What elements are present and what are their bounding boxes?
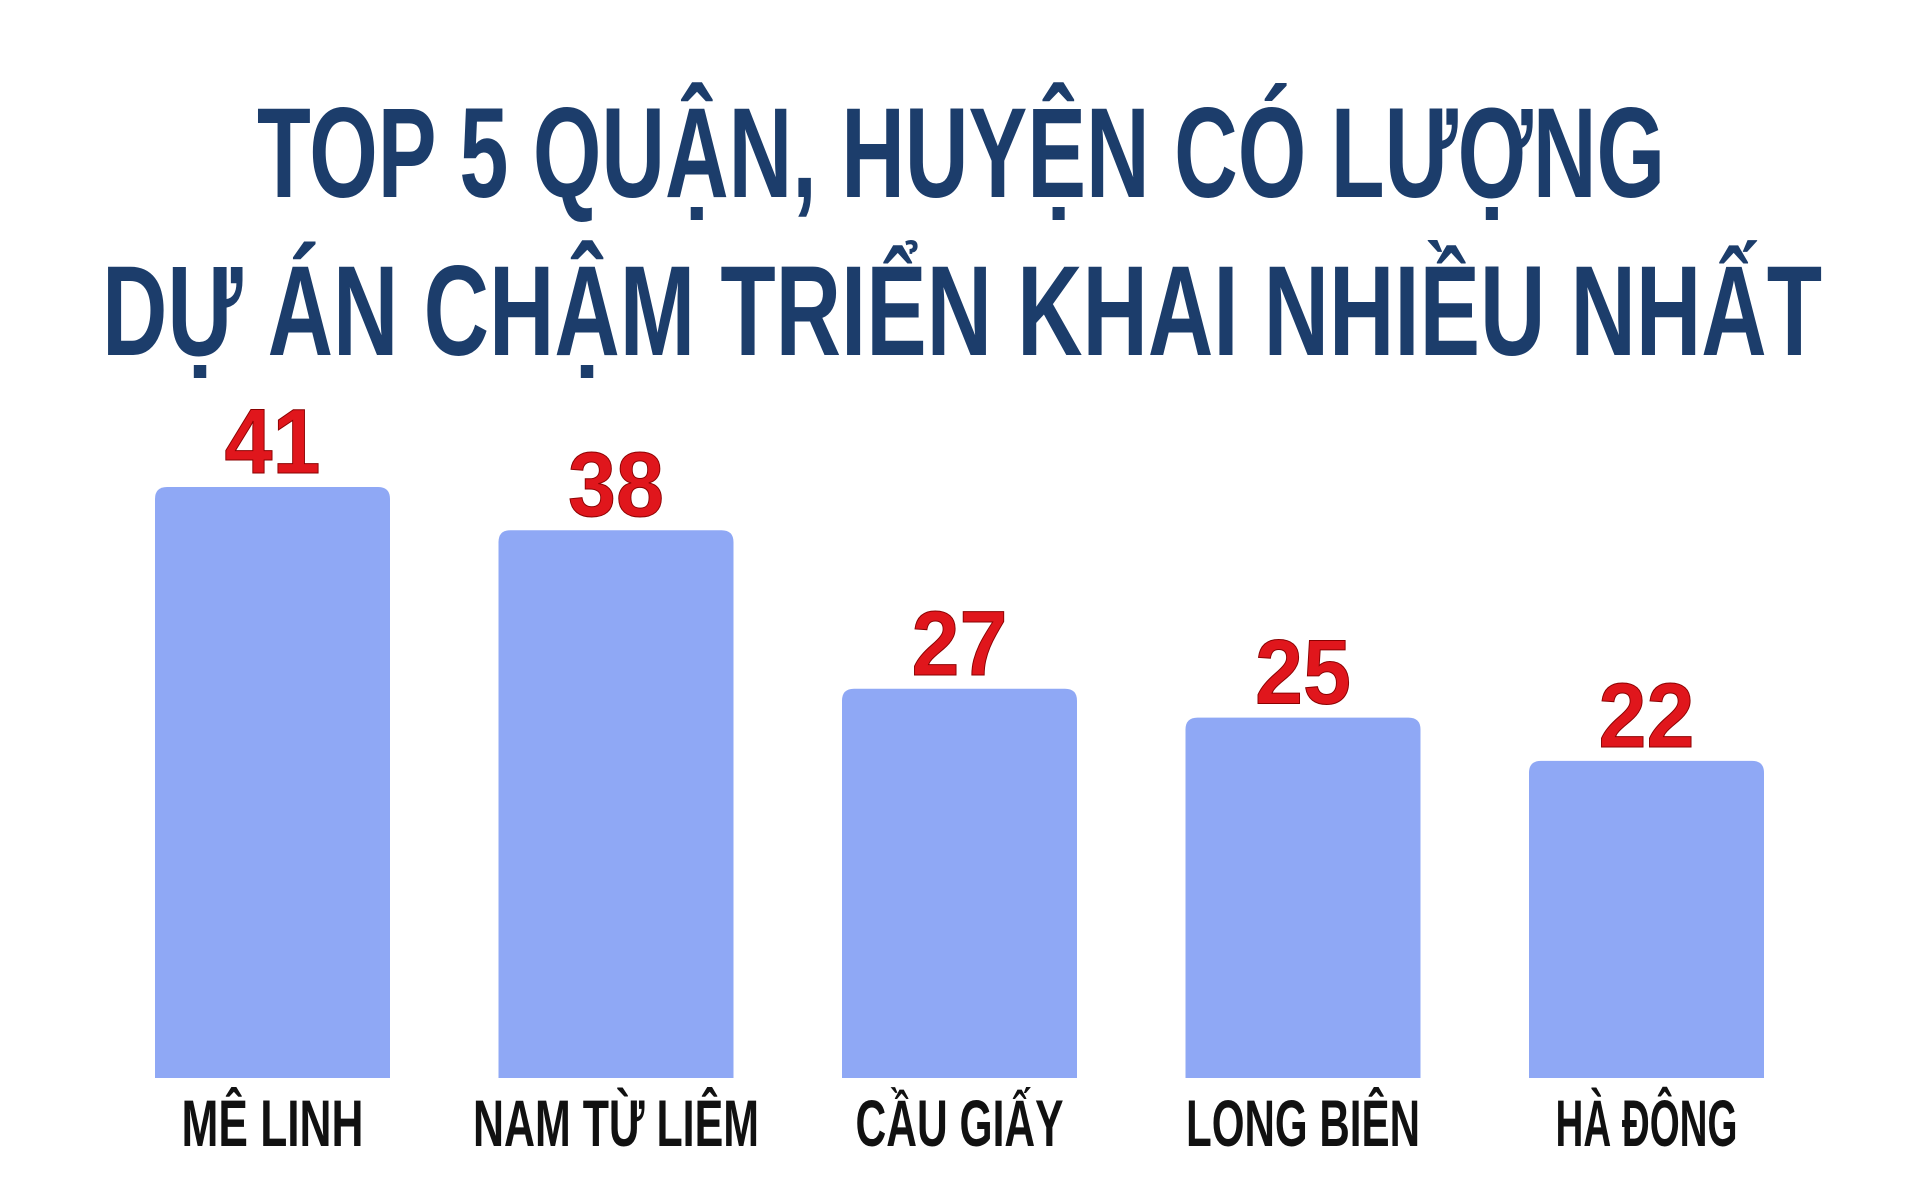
bar — [155, 487, 390, 1078]
x-tick-label: CẦU GIẤY — [856, 1086, 1064, 1160]
chart-title: DỰ ÁN CHẬM TRIỂN KHAI NHIỀU NHẤT — [102, 239, 1822, 383]
bar — [498, 530, 734, 1078]
chart-title: TOP 5 QUẬN, HUYỆN CÓ LƯỢNG — [257, 82, 1665, 225]
x-tick-label: HÀ ĐÔNG — [1556, 1086, 1738, 1160]
bar — [842, 688, 1077, 1078]
value-label: 27 — [912, 593, 1008, 695]
x-tick-label: LONG BIÊN — [1186, 1086, 1420, 1160]
bar — [1529, 760, 1764, 1078]
x-tick-label: MÊ LINH — [182, 1086, 364, 1160]
bar — [1185, 717, 1421, 1078]
value-label: 41 — [225, 391, 321, 493]
value-label: 25 — [1255, 622, 1351, 724]
value-label: 22 — [1599, 665, 1695, 767]
value-label: 38 — [568, 434, 664, 536]
x-tick-label: NAM TỪ LIÊM — [473, 1086, 759, 1160]
